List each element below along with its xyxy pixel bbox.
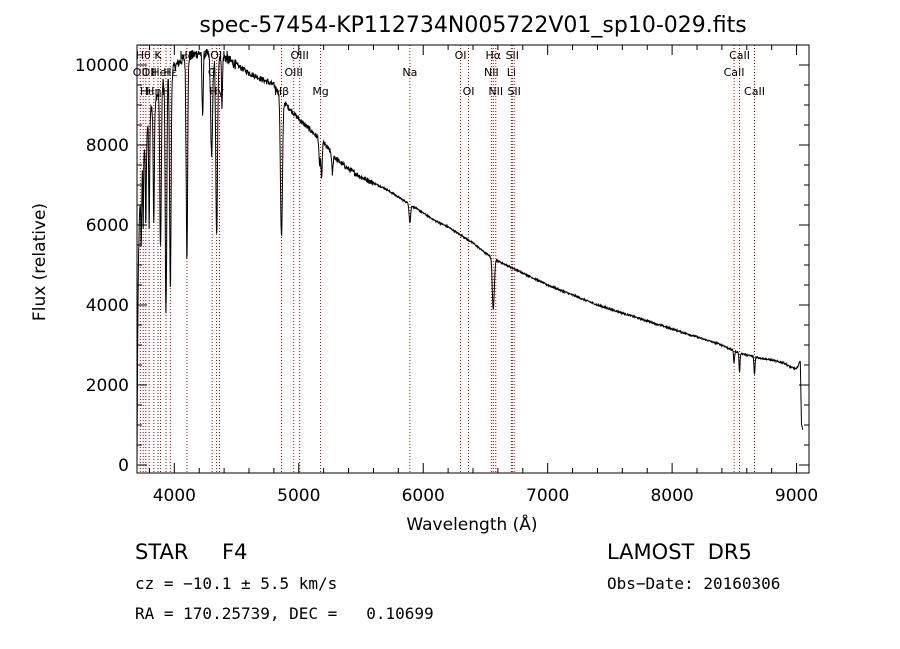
observation-date: Obs−Date: 20160306: [607, 574, 781, 593]
line-label-10: G: [208, 66, 217, 79]
line-label-20: NII: [484, 66, 499, 79]
line-label-8: Hε: [163, 66, 177, 79]
line-label-22: NII: [488, 85, 503, 98]
line-label-26: CaII: [724, 66, 745, 79]
object-subclass: F4: [222, 540, 248, 564]
line-label-28: CaII: [744, 85, 765, 98]
redshift-cz: cz = −10.1 ± 5.5 km/s: [135, 574, 338, 593]
line-label-7: H: [162, 85, 170, 98]
line-label-25: SII: [507, 85, 520, 98]
coordinates-ra-dec: RA = 170.25739, DEC = 0.10699: [135, 604, 434, 623]
x-tick-label-4: 8000: [650, 486, 693, 506]
line-label-13: Hβ: [274, 85, 289, 98]
line-label-15: OIII: [290, 49, 308, 62]
line-label-17: Na: [402, 66, 417, 79]
x-tick-label-5: 9000: [775, 486, 818, 506]
line-label-18: OI: [455, 49, 467, 62]
line-label-4: Hη: [146, 85, 161, 98]
line-label-5: K: [154, 49, 162, 62]
line-label-1: Hθ: [136, 49, 151, 62]
spectrum-series-line: [136, 49, 804, 464]
x-axis-label: Wavelength (Å): [406, 513, 537, 535]
line-label-19: OI: [463, 85, 475, 98]
y-tick-label-5: 10000: [75, 56, 129, 76]
spectrum-chart: spec-57454-KP112734N005722V01_sp10-029.f…: [30, 13, 818, 535]
y-tick-label-1: 2000: [86, 376, 129, 396]
line-label-16: Mg: [312, 85, 328, 98]
line-label-3: OII: [142, 66, 157, 79]
line-label-2: Hι: [140, 85, 152, 98]
x-tick-label-3: 7000: [526, 486, 569, 506]
y-axis-label: Flux (relative): [30, 203, 50, 321]
object-class: STAR: [135, 540, 189, 564]
y-tick-label-2: 4000: [86, 296, 129, 316]
x-tick-label-0: 4000: [153, 486, 196, 506]
line-label-14: OIII: [284, 66, 302, 79]
line-label-21: Hα: [486, 49, 502, 62]
line-label-6: HeI: [151, 66, 169, 79]
axis-ticks: 4000 5000 6000 7000 8000 9000 0 2000 4000 6000 800…: [75, 45, 818, 506]
x-tick-label-1: 5000: [277, 486, 320, 506]
emission-line-markers: OIIHθHιOIIHηKHeIHHεHδGHγOIIIHβOIIIOIIIMg…: [133, 45, 765, 473]
y-tick-label-4: 8000: [86, 136, 129, 156]
line-label-24: SII: [506, 49, 519, 62]
chart-title: spec-57454-KP112734N005722V01_sp10-029.f…: [199, 13, 746, 38]
plot-frame: [136, 44, 810, 474]
y-tick-label-3: 6000: [86, 216, 129, 236]
line-label-27: CaII: [729, 49, 750, 62]
x-tick-label-2: 6000: [402, 486, 445, 506]
y-tick-label-0: 0: [118, 456, 129, 476]
line-label-23: Li: [507, 66, 516, 79]
survey-name: LAMOST DR5: [607, 540, 752, 564]
